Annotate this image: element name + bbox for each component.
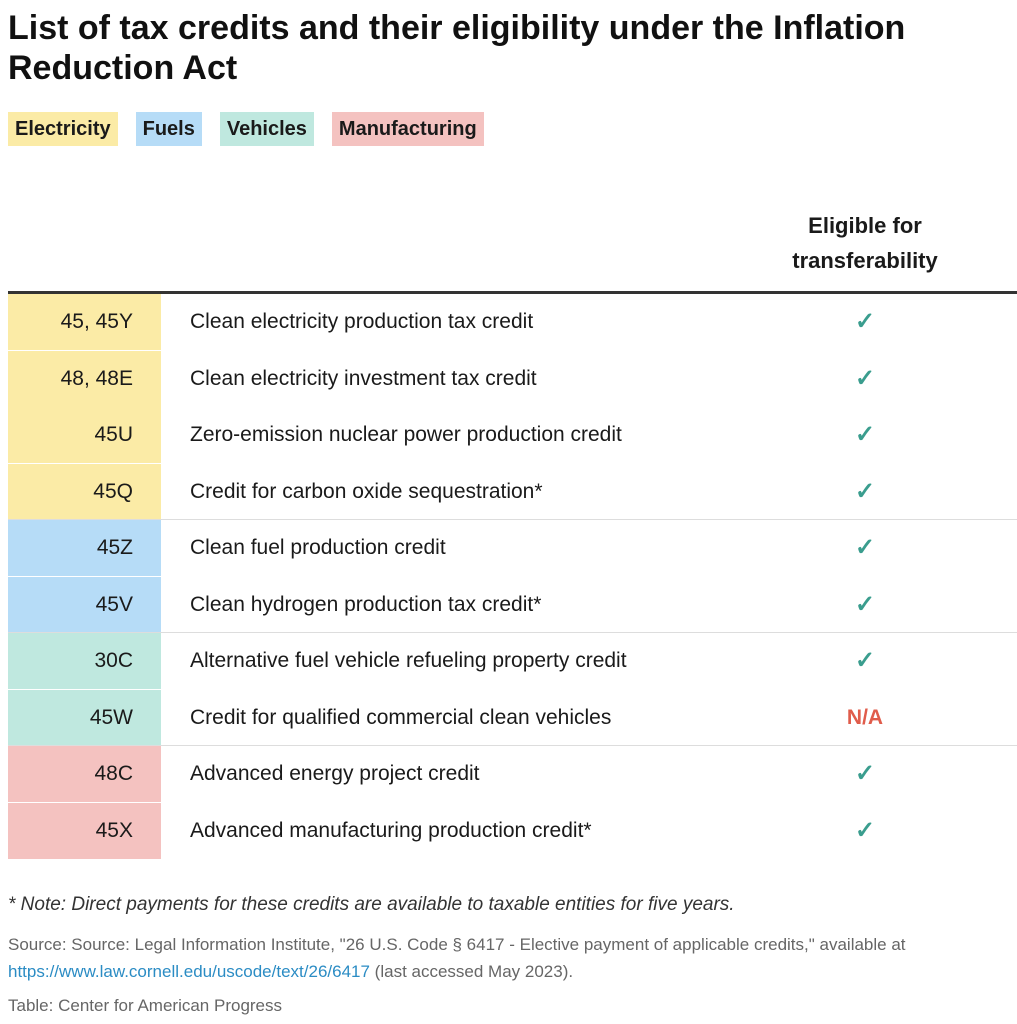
- credit-code: 45Z: [8, 520, 161, 576]
- checkmark-icon: ✓: [854, 590, 876, 618]
- credit-code: 45U: [8, 407, 161, 463]
- table-row: 48C Advanced energy project credit ✓: [8, 746, 1017, 802]
- checkmark-icon: ✓: [854, 647, 876, 674]
- checkmark-icon: ✓: [854, 364, 876, 392]
- credit-code: 45, 45Y: [8, 294, 161, 350]
- credit-code: 30C: [8, 633, 161, 689]
- credit-name: Credit for carbon oxide sequestration*: [190, 479, 543, 503]
- table-row: 45U Zero-emission nuclear power productio…: [8, 407, 1017, 463]
- source-note: Source: Source: Legal Information Instit…: [8, 931, 1017, 985]
- credit-name: Clean fuel production credit: [190, 536, 446, 559]
- table-row: 48, 48E Clean electricity investment tax …: [8, 350, 1017, 407]
- source-link[interactable]: https://www.law.cornell.edu/uscode/text/…: [8, 962, 370, 981]
- source-accessed-text: (last accessed May 2023).: [369, 962, 574, 981]
- credit-name: Clean hydrogen production tax credit*: [190, 592, 542, 616]
- checkmark-icon: ✓: [854, 760, 876, 787]
- table-row: 45, 45Y Clean electricity production tax …: [8, 294, 1017, 350]
- legend: Electricity Fuels Vehicles Manufacturing: [8, 112, 502, 146]
- credit-code: 48C: [8, 746, 161, 802]
- checkmark-icon: ✓: [854, 534, 876, 561]
- credit-name: Advanced manufacturing production credit…: [190, 818, 592, 842]
- source-link-line: https://www.law.cornell.edu/uscode/text/…: [8, 958, 1017, 985]
- table-row: 45Z Clean fuel production credit ✓: [8, 520, 1017, 576]
- table-credit: Table: Center for American Progress: [8, 996, 283, 1015]
- group-separator: [8, 632, 1017, 633]
- group-separator: [8, 745, 1017, 746]
- credit-code: 48, 48E: [8, 350, 161, 407]
- credit-code: 45X: [8, 802, 161, 859]
- credit-name: Zero-emission nuclear power production c…: [190, 423, 622, 446]
- credit-name: Alternative fuel vehicle refueling prope…: [190, 649, 627, 672]
- credit-name: Credit for qualified commercial clean ve…: [190, 705, 612, 729]
- table-row: 45W Credit for qualified commercial clean…: [8, 689, 1017, 746]
- credit-code: 45V: [8, 576, 161, 633]
- checkmark-icon: ✓: [854, 477, 876, 505]
- credit-code: 45Q: [8, 463, 161, 520]
- table-header-rule: [8, 291, 1017, 294]
- checkmark-icon: ✓: [854, 421, 876, 448]
- credit-name: Clean electricity investment tax credit: [190, 366, 537, 390]
- not-applicable-label: N/A: [846, 705, 884, 729]
- checkmark-icon: ✓: [854, 816, 876, 844]
- checkmark-icon: ✓: [854, 308, 876, 335]
- legend-item-fuels: Fuels: [135, 112, 202, 146]
- credit-code: 45W: [8, 689, 161, 746]
- table-row: 45V Clean hydrogen production tax credit*…: [8, 576, 1017, 633]
- source-text: Source: Source: Legal Information Instit…: [8, 935, 906, 954]
- table-row: 30C Alternative fuel vehicle refueling pr…: [8, 633, 1017, 689]
- group-separator: [8, 519, 1017, 520]
- chart-title: List of tax credits and their eligibilit…: [8, 9, 906, 87]
- column-header-eligibility: Eligible for transferability: [792, 213, 938, 273]
- credit-name: Advanced energy project credit: [190, 762, 480, 785]
- table-row: 45X Advanced manufacturing production cre…: [8, 802, 1017, 859]
- legend-item-vehicles: Vehicles: [219, 112, 314, 146]
- legend-item-electricity: Electricity: [8, 112, 118, 146]
- legend-item-manufacturing: Manufacturing: [331, 112, 484, 146]
- credit-name: Clean electricity production tax credit: [190, 310, 534, 333]
- footnote: * Note: Direct payments for these credit…: [8, 894, 735, 915]
- table-row: 45Q Credit for carbon oxide sequestration…: [8, 463, 1017, 520]
